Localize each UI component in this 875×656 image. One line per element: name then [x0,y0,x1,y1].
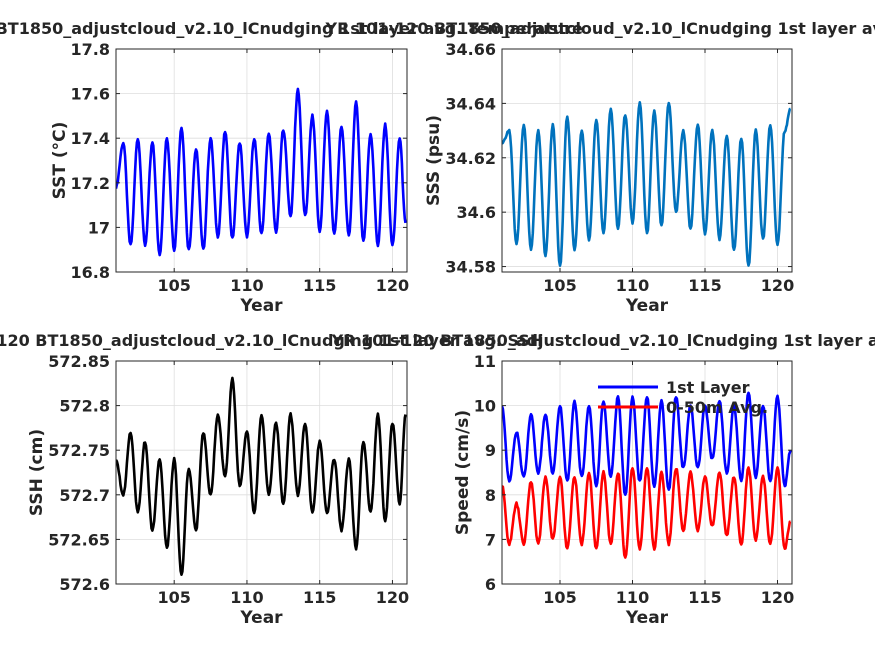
y-tick-label: 9 [485,441,496,460]
y-tick-label: 34.62 [445,149,496,168]
y-tick-label: 572.75 [48,441,110,460]
legend-label: 0-50m Avg. [666,398,768,417]
y-axis-label: Speed (cm/s) [453,410,473,535]
series-line-1 [116,376,407,576]
axes-frame [501,360,793,585]
y-tick-label: 7 [485,530,496,549]
chart-title: YR 101-120 BT1850_adjustcloud_v2.10_lCnu… [0,331,543,350]
x-tick-label: 120 [761,276,794,295]
y-tick-label: 572.85 [48,352,110,371]
y-tick-label: 572.7 [59,486,110,505]
x-tick-label: 110 [616,276,649,295]
x-tick-label: 120 [376,276,409,295]
x-tick-label: 105 [543,588,576,607]
y-tick-label: 34.6 [457,203,496,222]
chart-title: YR 101-120 BT1850_adjustcloud_v2.10_lCnu… [325,19,875,38]
y-tick-label: 17.4 [71,129,110,148]
series-line-1 [502,101,792,267]
y-tick-label: 17.2 [71,174,110,193]
subplot-1: 105 110 115 120 16.8 17 17.2 17.4 17.6 17.8 Year SS… [0,19,583,316]
axes-frame [501,48,793,273]
axes-frame [115,48,408,273]
x-tick-label: 105 [157,276,190,295]
legend-label: 1st Layer [666,378,750,397]
y-tick-label: 17 [88,218,110,237]
chart-title: YR 101-120 BT1850_adjustcloud_v2.10_lCnu… [331,331,875,350]
y-tick-label: 17.8 [71,40,110,59]
x-tick-label: 115 [688,588,721,607]
x-axis-label: Year [625,608,669,628]
x-tick-label: 105 [543,276,576,295]
x-tick-label: 110 [616,588,649,607]
x-tick-label: 105 [157,588,190,607]
x-tick-label: 115 [303,588,336,607]
chart-title: YR 101-120 BT1850_adjustcloud_v2.10_lCnu… [0,19,583,38]
y-tick-label: 572.8 [59,397,110,416]
y-tick-label: 8 [485,486,496,505]
axes-frame [115,360,408,585]
y-tick-label: 34.66 [445,40,496,59]
y-tick-label: 10 [474,397,496,416]
x-axis-label: Year [239,608,283,628]
plot-area [116,361,407,584]
y-tick-label: 572.6 [59,575,110,594]
plot-area [502,49,792,272]
y-tick-label: 11 [474,352,496,371]
x-axis-label: Year [625,296,669,316]
subplot-4: 105 110 115 120 6 7 8 9 10 11 Year Speed (cm/s) YR 1… [331,331,875,628]
x-axis-label: Year [239,296,283,316]
x-tick-label: 110 [230,276,263,295]
y-tick-label: 34.64 [445,94,496,113]
x-tick-label: 115 [688,276,721,295]
y-tick-label: 6 [485,575,496,594]
y-axis-label: SSH (cm) [27,429,47,516]
series-line-1 [116,87,407,257]
y-axis-label: SSS (psu) [424,115,444,206]
subplot-3: 105 110 115 120572.6572.65572.7572.75572.85… [0,331,543,628]
y-tick-label: 16.8 [71,263,110,282]
x-tick-label: 115 [303,276,336,295]
y-tick-label: 572.65 [48,530,110,549]
y-axis-label: SST (°C) [50,122,70,200]
x-tick-label: 120 [376,588,409,607]
series-line-1st-layer [502,391,792,496]
y-tick-label: 34.58 [445,258,496,277]
subplot-2: 105 110 115 120 34.58 34.6 34.62 34.64 34.66 Year… [325,19,875,316]
y-tick-label: 17.6 [71,85,110,104]
series-line-0-50m-avg- [502,466,792,559]
x-tick-label: 110 [230,588,263,607]
x-tick-label: 120 [761,588,794,607]
